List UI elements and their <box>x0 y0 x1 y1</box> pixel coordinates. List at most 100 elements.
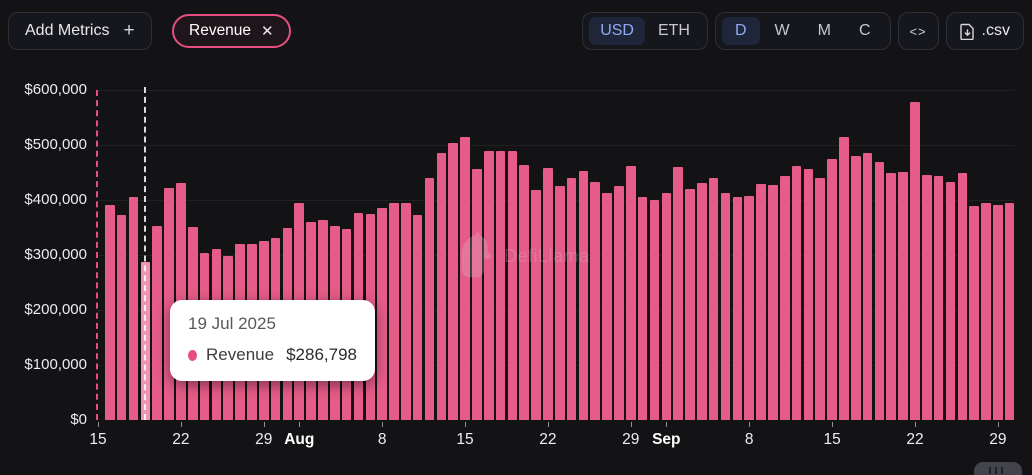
bar[interactable] <box>578 170 589 420</box>
bar[interactable] <box>495 151 506 420</box>
bar[interactable] <box>519 164 530 420</box>
series-color-dot <box>188 349 198 361</box>
bar[interactable] <box>910 102 920 420</box>
bar[interactable] <box>661 193 672 420</box>
x-axis-label: 8 <box>744 431 754 448</box>
bar[interactable] <box>614 186 624 420</box>
bar[interactable] <box>164 187 174 420</box>
csv-label: .csv <box>981 22 1010 39</box>
currency-toggle: USD ETH <box>582 12 708 50</box>
bar[interactable] <box>993 204 1003 420</box>
bar[interactable] <box>602 192 612 420</box>
tooltip-value: $286,798 <box>286 345 357 364</box>
bar[interactable] <box>389 202 399 420</box>
bar[interactable] <box>697 182 707 420</box>
bar[interactable] <box>543 168 553 420</box>
bar[interactable] <box>128 196 139 420</box>
bar[interactable] <box>531 190 541 420</box>
bar[interactable] <box>898 171 908 420</box>
bar[interactable] <box>152 225 162 420</box>
bar[interactable] <box>922 174 932 420</box>
bar[interactable] <box>874 161 885 420</box>
tooltip-series-label: Revenue <box>206 345 275 364</box>
bar[interactable] <box>401 203 411 420</box>
y-axis-label: $600,000 <box>24 81 87 98</box>
bar[interactable] <box>768 185 778 420</box>
bar[interactable] <box>483 151 494 420</box>
bar[interactable] <box>957 172 968 420</box>
x-axis-label: Aug <box>284 431 315 448</box>
x-axis-tick <box>749 422 751 427</box>
bar[interactable] <box>945 181 956 420</box>
x-axis-label: Sep <box>652 431 681 448</box>
x-axis-tick <box>997 422 999 427</box>
bar[interactable] <box>708 178 719 420</box>
bar[interactable] <box>436 152 447 420</box>
metric-pill-revenue[interactable]: Revenue ✕ <box>172 14 291 48</box>
interval-option-monthly[interactable]: M <box>817 22 831 39</box>
x-axis-label: 22 <box>539 431 557 448</box>
bar[interactable] <box>590 181 601 420</box>
y-axis-label: $200,000 <box>24 301 87 318</box>
bar[interactable] <box>779 175 790 420</box>
bar[interactable] <box>862 152 873 420</box>
bar[interactable] <box>685 189 695 420</box>
bar[interactable] <box>744 196 754 420</box>
code-brackets-icon: <> <box>909 23 927 39</box>
bar[interactable] <box>886 172 897 420</box>
bar[interactable] <box>720 192 731 420</box>
y-axis-label: $500,000 <box>24 136 87 153</box>
x-axis-tick <box>465 422 467 427</box>
bar[interactable] <box>673 167 683 420</box>
interval-option-cumulative[interactable]: C <box>858 22 871 39</box>
x-axis-tick <box>630 422 632 427</box>
bar[interactable] <box>566 178 577 420</box>
embed-chart-button[interactable]: <> <box>897 12 939 50</box>
bar[interactable] <box>460 136 470 420</box>
bar[interactable] <box>649 200 660 420</box>
x-axis-tick <box>263 422 265 427</box>
x-axis-label: 15 <box>823 431 841 448</box>
bar[interactable] <box>732 196 743 420</box>
bar[interactable] <box>626 165 636 420</box>
bar[interactable] <box>105 204 115 420</box>
close-icon[interactable]: ✕ <box>261 22 274 40</box>
interval-option-daily[interactable]: D <box>721 17 760 45</box>
bar[interactable] <box>377 208 387 420</box>
bar[interactable] <box>116 214 127 420</box>
chart-tooltip: 19 Jul 2025 Revenue $286,798 <box>170 300 375 381</box>
bar[interactable] <box>507 151 518 420</box>
resize-grip-handle[interactable] <box>974 462 1022 475</box>
bar[interactable] <box>933 175 944 420</box>
bar[interactable] <box>839 137 849 420</box>
bar[interactable] <box>827 159 837 420</box>
currency-option-usd[interactable]: USD <box>589 17 645 45</box>
bar[interactable] <box>1004 202 1015 420</box>
interval-option-weekly[interactable]: W <box>774 22 790 39</box>
x-axis-tick <box>832 422 834 427</box>
bar[interactable] <box>803 169 814 420</box>
currency-option-eth[interactable]: ETH <box>657 22 690 39</box>
bar[interactable] <box>424 178 435 420</box>
bar[interactable] <box>637 197 648 420</box>
y-axis-label: $100,000 <box>24 356 87 373</box>
bar[interactable] <box>815 178 826 420</box>
hover-crosshair-line <box>144 87 147 420</box>
x-axis-tick <box>914 422 916 427</box>
x-axis-label: 29 <box>989 431 1007 448</box>
bar[interactable] <box>412 214 423 420</box>
bar[interactable] <box>969 206 979 420</box>
bar[interactable] <box>981 202 991 420</box>
bar[interactable] <box>756 183 766 420</box>
bar[interactable] <box>554 186 565 420</box>
bar[interactable] <box>448 142 458 420</box>
x-axis-label: 22 <box>172 431 190 448</box>
download-csv-button[interactable]: .csv <box>945 12 1024 50</box>
bar[interactable] <box>791 165 802 420</box>
add-metrics-button[interactable]: Add Metrics + <box>8 12 152 50</box>
file-download-icon <box>959 23 975 40</box>
plus-icon: + <box>123 20 135 41</box>
bar[interactable] <box>850 156 861 420</box>
bar[interactable] <box>472 169 482 420</box>
